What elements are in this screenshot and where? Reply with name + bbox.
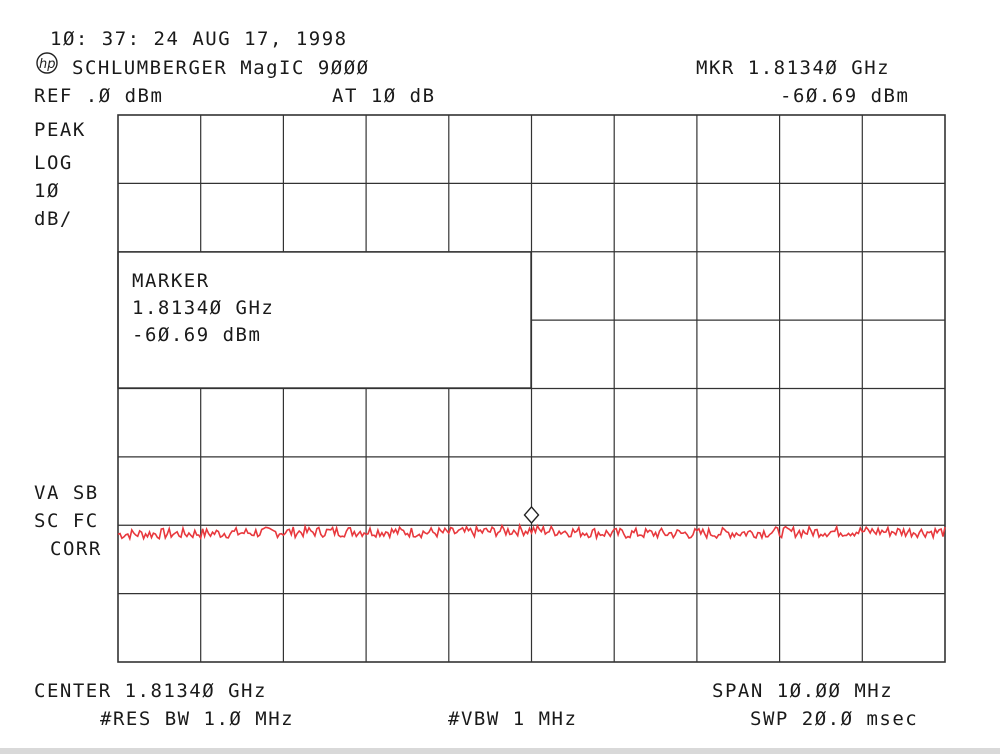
- scale-type: LOG: [34, 152, 73, 174]
- flag-va-sb: VA SB: [34, 482, 99, 504]
- detector-mode: PEAK: [34, 119, 86, 141]
- timestamp: 1Ø: 37: 24 AUG 17, 1998: [50, 28, 348, 50]
- video-bandwidth: #VBW 1 MHz: [448, 708, 578, 730]
- instrument-name: SCHLUMBERGER MagIC 9ØØØ: [72, 57, 370, 79]
- reference-level: REF .Ø dBm: [34, 85, 164, 107]
- marker-box-frequency: 1.8134Ø GHz: [132, 297, 275, 319]
- svg-text:hp: hp: [39, 57, 56, 72]
- span: SPAN 1Ø.ØØ MHz: [712, 680, 894, 702]
- center-frequency: CENTER 1.8134Ø GHz: [34, 680, 267, 702]
- marker-box-level: -6Ø.69 dBm: [132, 324, 262, 346]
- marker-box-title: MARKER: [132, 270, 210, 292]
- spectrum-trace: [117, 522, 946, 542]
- flag-sc-fc: SC FC: [34, 510, 99, 532]
- trace-group: [117, 522, 946, 542]
- scale-value: 1Ø: [34, 180, 60, 202]
- sweep-time: SWP 2Ø.Ø msec: [750, 708, 919, 730]
- scale-unit: dB/: [34, 208, 73, 230]
- resolution-bandwidth: #RES BW 1.Ø MHz: [100, 708, 295, 730]
- marker-diamond: [523, 505, 540, 525]
- hp-logo: hp: [36, 52, 58, 74]
- marker-box-frame: [117, 251, 532, 389]
- marker-frequency-readout: MKR 1.8134Ø GHz: [696, 57, 891, 79]
- attenuation: AT 1Ø dB: [332, 85, 436, 107]
- marker-level-readout: -6Ø.69 dBm: [780, 85, 910, 107]
- flag-corr: CORR: [50, 538, 102, 560]
- scan-edge: [0, 748, 1000, 754]
